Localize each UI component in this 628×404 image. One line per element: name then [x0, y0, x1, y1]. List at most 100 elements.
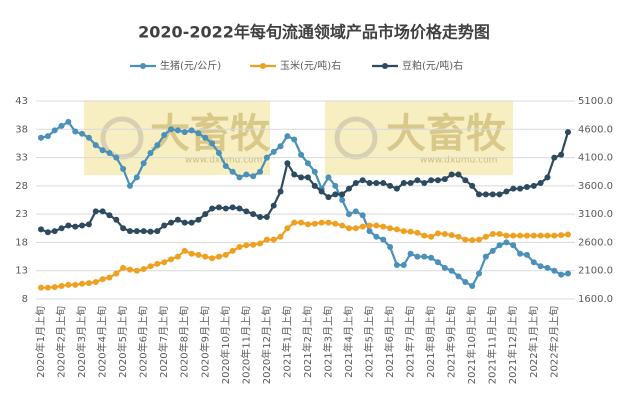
data-point — [448, 232, 455, 239]
data-point — [126, 182, 133, 189]
data-point — [229, 204, 236, 211]
legend-marker — [260, 63, 266, 69]
y-tick-label: 13 — [15, 266, 28, 277]
data-point — [517, 185, 524, 192]
data-point — [551, 232, 558, 239]
data-point — [250, 211, 257, 218]
data-point — [263, 154, 270, 161]
data-point — [544, 264, 551, 271]
data-point — [51, 228, 58, 235]
data-point — [489, 230, 496, 237]
data-point — [339, 197, 346, 203]
data-point — [332, 182, 339, 189]
data-point — [332, 191, 339, 198]
data-point — [373, 222, 380, 229]
data-point — [243, 208, 250, 215]
data-point — [510, 232, 517, 239]
data-point — [133, 267, 140, 274]
data-point — [215, 150, 222, 157]
data-point — [311, 182, 318, 189]
data-point — [544, 174, 551, 181]
data-point — [393, 185, 400, 192]
data-point — [366, 228, 373, 235]
data-point — [92, 208, 99, 215]
data-point — [113, 216, 120, 223]
data-point — [250, 241, 257, 248]
data-point — [523, 251, 530, 258]
data-point — [174, 253, 181, 260]
data-point — [38, 226, 44, 233]
data-point — [229, 168, 236, 175]
data-point — [469, 237, 476, 244]
y-tick-label: 43 — [15, 96, 28, 107]
data-point — [304, 160, 311, 167]
data-point — [359, 212, 366, 219]
data-point — [380, 223, 387, 230]
y2-tick-label: 4600.0 — [578, 124, 613, 135]
data-point — [79, 130, 86, 137]
y-tick-label: 28 — [15, 181, 28, 192]
data-point — [85, 280, 92, 287]
data-point — [263, 213, 270, 220]
data-point — [202, 253, 209, 260]
data-point — [476, 191, 483, 198]
data-point — [530, 259, 537, 266]
data-point — [482, 253, 489, 260]
data-point — [455, 273, 462, 280]
data-point — [58, 122, 65, 129]
data-point — [510, 242, 517, 249]
data-point — [345, 225, 352, 232]
data-point — [469, 182, 476, 189]
data-point — [414, 177, 421, 184]
legend-label: 豆粕(元/吨)右 — [402, 59, 463, 72]
x-tick-label: 2021年3月上旬 — [321, 306, 334, 378]
y-tick-label: 38 — [15, 124, 28, 135]
data-point — [215, 204, 222, 211]
data-point — [373, 233, 380, 240]
x-tick-label: 2022年1月上旬 — [527, 306, 540, 378]
data-point — [352, 225, 359, 232]
data-point — [503, 239, 510, 246]
data-point — [99, 208, 106, 215]
data-point — [79, 280, 86, 287]
data-point — [99, 147, 106, 154]
data-point — [421, 253, 428, 260]
x-tick-label: 2021年5月上旬 — [363, 306, 376, 378]
data-point — [311, 168, 318, 175]
x-tick-label: 2021年12月上旬 — [506, 306, 519, 384]
data-point — [284, 225, 291, 232]
data-point — [428, 254, 435, 261]
data-point — [126, 228, 133, 235]
legend-marker — [140, 63, 146, 69]
data-point — [400, 180, 407, 187]
y-tick-label: 8 — [22, 294, 28, 305]
data-point — [298, 151, 305, 158]
data-point — [517, 250, 524, 257]
data-point — [195, 130, 202, 137]
data-point — [441, 230, 448, 237]
data-point — [154, 228, 161, 235]
data-point — [92, 142, 99, 149]
data-point — [462, 236, 469, 243]
data-point — [99, 276, 106, 283]
legend-label: 生猪(元/公斤) — [160, 59, 221, 72]
data-point — [345, 211, 352, 218]
data-point — [209, 255, 216, 262]
legend-marker — [382, 63, 388, 69]
data-point — [161, 131, 168, 138]
x-tick-label: 2020年11月上旬 — [239, 306, 252, 384]
data-point — [366, 180, 373, 187]
data-point — [229, 247, 236, 254]
data-point — [496, 191, 503, 198]
data-point — [209, 205, 216, 212]
data-point — [482, 233, 489, 240]
data-point — [72, 281, 79, 288]
data-point — [352, 180, 359, 187]
data-point — [236, 205, 243, 212]
data-point — [72, 128, 79, 135]
data-point — [345, 185, 352, 192]
data-point — [387, 225, 394, 232]
x-tick-label: 2021年10月上旬 — [465, 306, 478, 384]
y2-tick-label: 2100.0 — [578, 266, 613, 277]
